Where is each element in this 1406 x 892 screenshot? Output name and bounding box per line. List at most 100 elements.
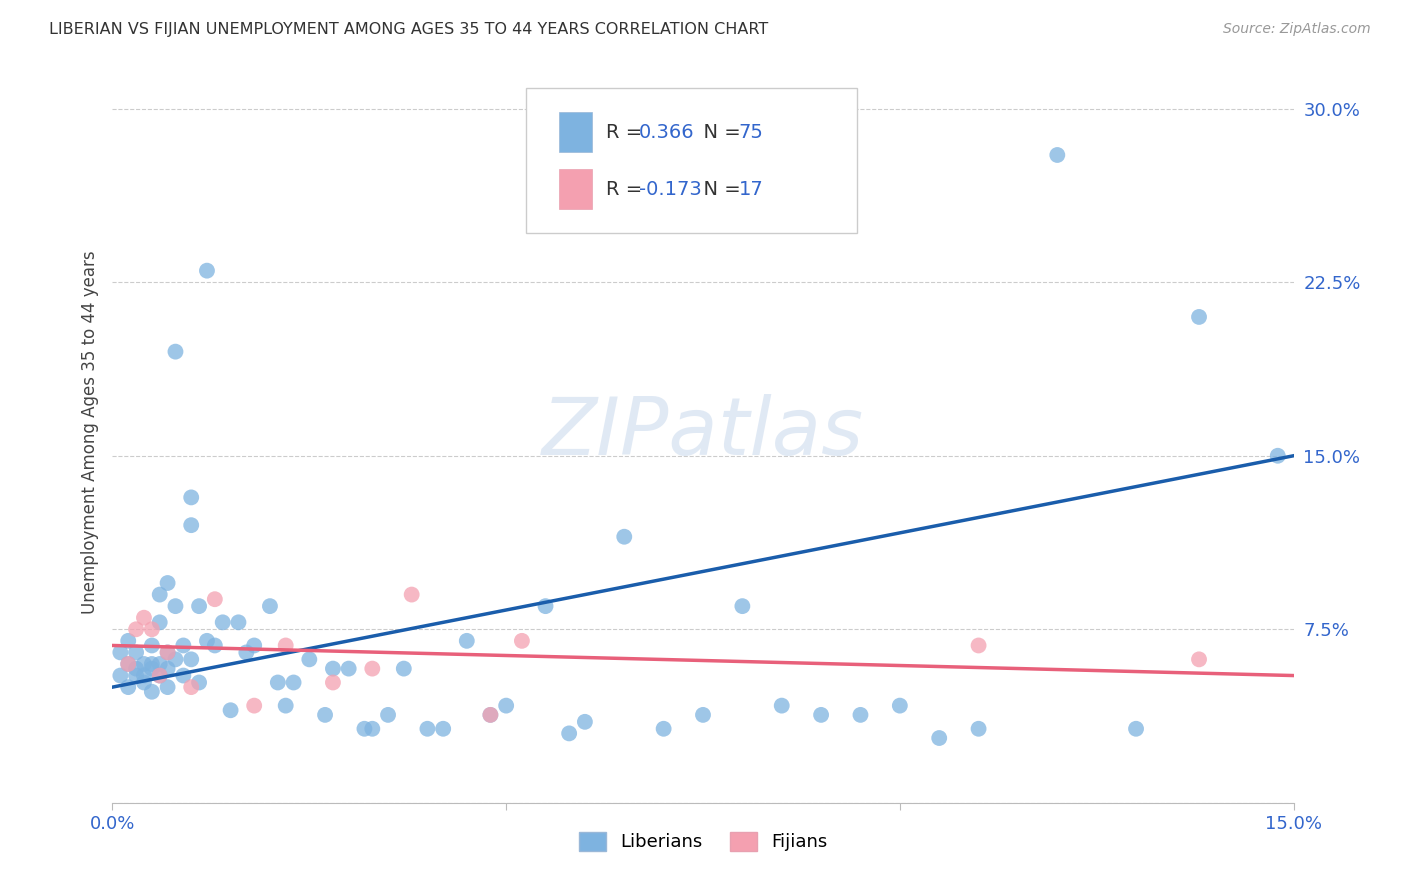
Text: R =: R =: [606, 179, 648, 199]
Point: [353, 722, 375, 736]
Point: [1125, 722, 1147, 736]
FancyBboxPatch shape: [560, 169, 592, 210]
Point: [204, 639, 226, 653]
Point: [125, 645, 148, 659]
Point: [125, 668, 148, 682]
Point: [141, 639, 163, 653]
Text: R =: R =: [606, 122, 648, 142]
Point: [204, 592, 226, 607]
Point: [322, 662, 344, 676]
Point: [149, 588, 172, 602]
Point: [889, 698, 911, 713]
Y-axis label: Unemployment Among Ages 35 to 44 years: Unemployment Among Ages 35 to 44 years: [80, 251, 98, 615]
Legend: Liberians, Fijians: Liberians, Fijians: [569, 823, 837, 861]
Point: [149, 668, 172, 682]
Point: [495, 698, 517, 713]
Point: [180, 680, 202, 694]
Point: [125, 622, 148, 636]
Point: [165, 652, 187, 666]
Point: [967, 639, 990, 653]
Point: [652, 722, 675, 736]
Point: [432, 722, 454, 736]
Point: [117, 633, 139, 648]
Point: [361, 662, 384, 676]
FancyBboxPatch shape: [560, 112, 592, 153]
Point: [928, 731, 950, 745]
Point: [132, 610, 155, 624]
Point: [219, 703, 242, 717]
Point: [361, 722, 384, 736]
Point: [731, 599, 754, 614]
Point: [770, 698, 793, 713]
Point: [141, 657, 163, 671]
Point: [692, 707, 714, 722]
Point: [322, 675, 344, 690]
Point: [849, 707, 872, 722]
Point: [195, 633, 218, 648]
Point: [141, 662, 163, 676]
Point: [274, 639, 297, 653]
Point: [479, 707, 502, 722]
Text: 17: 17: [738, 179, 763, 199]
Point: [172, 639, 194, 653]
Point: [156, 645, 179, 659]
Point: [125, 662, 148, 676]
Point: [149, 615, 172, 630]
Point: [283, 675, 305, 690]
Point: [392, 662, 415, 676]
Point: [558, 726, 581, 740]
Text: N =: N =: [692, 122, 747, 142]
Point: [149, 657, 172, 671]
Point: [534, 599, 557, 614]
Point: [117, 680, 139, 694]
Point: [211, 615, 233, 630]
Point: [149, 668, 172, 682]
Text: 0.366: 0.366: [640, 122, 695, 142]
Point: [810, 707, 832, 722]
Text: Source: ZipAtlas.com: Source: ZipAtlas.com: [1223, 22, 1371, 37]
Point: [274, 698, 297, 713]
Point: [188, 675, 211, 690]
Point: [1188, 652, 1211, 666]
Point: [165, 599, 187, 614]
Point: [156, 576, 179, 591]
Point: [1046, 148, 1069, 162]
Point: [401, 588, 423, 602]
Point: [510, 633, 533, 648]
Text: ZIPatlas: ZIPatlas: [541, 393, 865, 472]
Point: [188, 599, 211, 614]
Point: [574, 714, 596, 729]
FancyBboxPatch shape: [526, 88, 856, 233]
Point: [110, 645, 132, 659]
Text: -0.173: -0.173: [640, 179, 702, 199]
Point: [180, 652, 202, 666]
Point: [132, 668, 155, 682]
Point: [337, 662, 360, 676]
Point: [267, 675, 290, 690]
Point: [1188, 310, 1211, 324]
Point: [377, 707, 399, 722]
Point: [172, 668, 194, 682]
Point: [156, 662, 179, 676]
Point: [416, 722, 439, 736]
Point: [195, 263, 218, 277]
Point: [165, 344, 187, 359]
Point: [110, 668, 132, 682]
Point: [298, 652, 321, 666]
Text: LIBERIAN VS FIJIAN UNEMPLOYMENT AMONG AGES 35 TO 44 YEARS CORRELATION CHART: LIBERIAN VS FIJIAN UNEMPLOYMENT AMONG AG…: [49, 22, 769, 37]
Point: [141, 622, 163, 636]
Point: [156, 680, 179, 694]
Point: [180, 518, 202, 533]
Point: [479, 707, 502, 722]
Point: [235, 645, 257, 659]
Point: [243, 639, 266, 653]
Text: 75: 75: [738, 122, 763, 142]
Point: [456, 633, 478, 648]
Point: [132, 675, 155, 690]
Point: [180, 491, 202, 505]
Point: [613, 530, 636, 544]
Point: [243, 698, 266, 713]
Point: [117, 657, 139, 671]
Point: [228, 615, 250, 630]
Point: [1267, 449, 1289, 463]
